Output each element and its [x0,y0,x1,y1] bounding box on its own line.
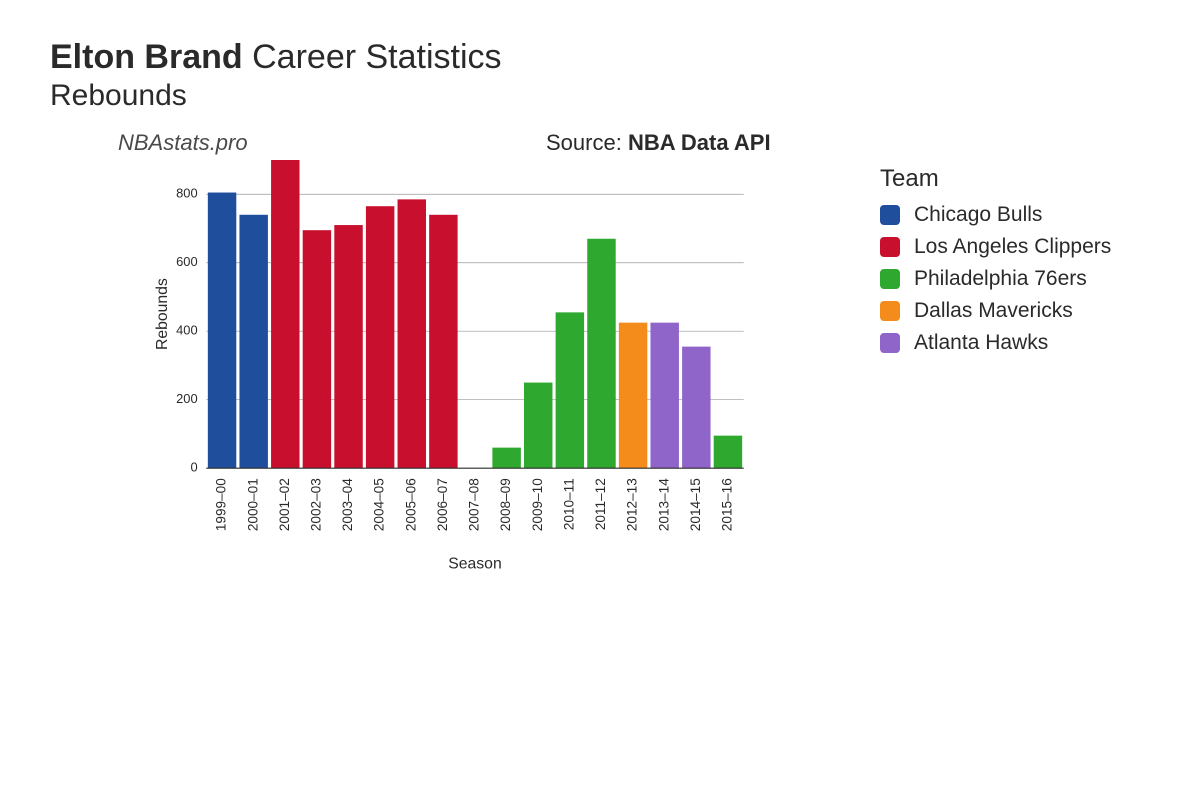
source-name: NBA Data API [628,130,771,155]
bar [334,225,362,468]
chart-subtitle: Rebounds [50,79,502,113]
svg-text:1999–00: 1999–00 [214,478,229,531]
svg-text:400: 400 [176,323,198,338]
source-prefix: Source: [546,130,628,155]
legend-label: Atlanta Hawks [914,331,1048,355]
bar [271,160,299,468]
legend-label: Los Angeles Clippers [914,235,1111,259]
player-name: Elton Brand [50,38,243,76]
x-axis-ticks: 1999–00 2000–01 2001–02 2002–03 2003–04 2004–… [214,478,735,531]
svg-text:2010–11: 2010–11 [561,478,576,530]
legend-swatch [880,269,900,289]
legend-label: Dallas Mavericks [914,299,1073,323]
bar [398,199,426,468]
bar [524,383,552,469]
legend-swatch [880,237,900,257]
chart-container: Elton Brand Career Statistics Rebounds N… [0,0,1200,800]
title-block: Elton Brand Career Statistics Rebounds [50,38,502,113]
svg-text:2014–15: 2014–15 [688,478,703,531]
svg-text:2006–07: 2006–07 [435,478,450,531]
legend-label: Chicago Bulls [914,203,1042,227]
chart-title: Elton Brand Career Statistics [50,38,502,77]
legend: Team Chicago Bulls Los Angeles Clippers Ph… [880,165,1111,363]
svg-text:2001–02: 2001–02 [277,478,292,531]
bar [492,448,520,469]
svg-text:0: 0 [190,460,197,475]
svg-text:2003–04: 2003–04 [340,478,355,531]
bar [619,323,647,469]
legend-item: Dallas Mavericks [880,299,1111,323]
legend-swatch [880,301,900,321]
legend-swatch [880,333,900,353]
bar [587,239,615,468]
bars-group [208,160,742,468]
legend-item: Philadelphia 76ers [880,267,1111,291]
svg-text:2007–08: 2007–08 [467,478,482,531]
watermark-text: NBAstats.pro [118,130,248,156]
bar [682,347,710,469]
source-attribution: Source: NBA Data API [546,130,771,156]
bar [366,206,394,468]
legend-items: Chicago Bulls Los Angeles Clippers Philade… [880,203,1111,355]
svg-text:2005–06: 2005–06 [403,478,418,531]
svg-text:800: 800 [176,186,198,201]
legend-swatch [880,205,900,225]
svg-text:2002–03: 2002–03 [309,478,324,531]
svg-text:200: 200 [176,391,198,406]
bar [556,312,584,468]
legend-item: Chicago Bulls [880,203,1111,227]
svg-text:2013–14: 2013–14 [656,478,671,531]
legend-title: Team [880,165,1111,193]
svg-text:2011–12: 2011–12 [593,478,608,530]
title-suffix: Career Statistics [252,38,501,76]
legend-item: Atlanta Hawks [880,331,1111,355]
y-axis-ticks: 0 200 400 600 800 [176,186,198,475]
svg-text:2000–01: 2000–01 [245,478,260,531]
bar [714,436,742,469]
legend-label: Philadelphia 76ers [914,267,1087,291]
svg-text:2015–16: 2015–16 [720,478,735,531]
x-axis-label: Season [448,556,501,573]
svg-text:2012–13: 2012–13 [625,478,640,531]
bar [239,215,267,468]
svg-text:600: 600 [176,254,198,269]
svg-text:2008–09: 2008–09 [498,478,513,531]
bar [429,215,457,468]
svg-text:2004–05: 2004–05 [372,478,387,531]
y-axis-label: Rebounds [154,278,171,350]
bar-chart: 0 200 400 600 800 1999–00 2000–01 2001–02 2002–… [100,160,850,590]
svg-text:2009–10: 2009–10 [530,478,545,531]
bar [208,193,236,469]
bar [303,230,331,468]
legend-item: Los Angeles Clippers [880,235,1111,259]
bar [650,323,678,469]
